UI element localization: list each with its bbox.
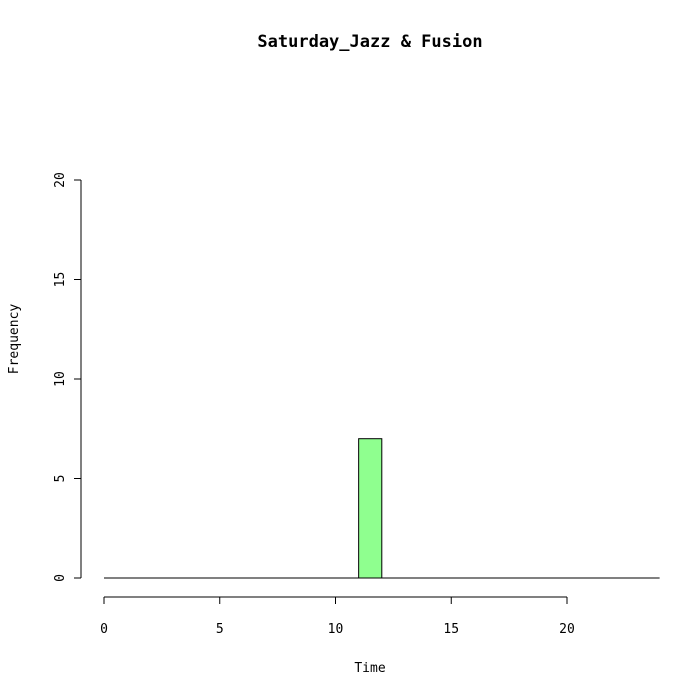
x-tick-label: 0 [100, 622, 108, 637]
x-tick-label: 10 [328, 622, 344, 637]
y-tick-label: 20 [53, 172, 68, 188]
histogram-bar [358, 438, 383, 579]
x-tick-label: 15 [443, 622, 459, 637]
y-tick-label: 15 [53, 272, 68, 288]
y-tick-label: 10 [53, 371, 68, 387]
y-tick-label: 5 [53, 475, 68, 483]
x-tick-label: 20 [559, 622, 575, 637]
y-tick-label: 0 [53, 574, 68, 582]
x-axis-label: Time [354, 661, 385, 676]
chart-title: Saturday_Jazz & Fusion [257, 32, 482, 52]
y-axis: 0 5 10 15 20 [53, 172, 82, 582]
x-axis: 0 5 10 15 20 [100, 596, 575, 637]
bars [358, 438, 383, 579]
y-axis-label: Frequency [7, 304, 22, 375]
x-tick-label: 5 [216, 622, 224, 637]
